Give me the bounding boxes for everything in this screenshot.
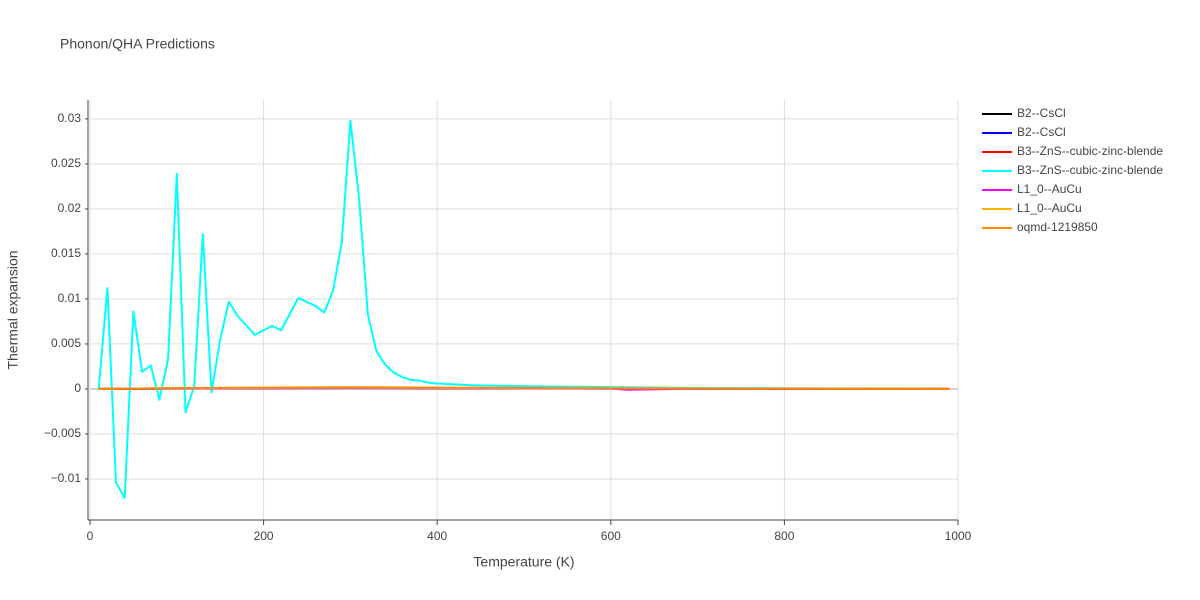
y-tick-label: −0.005	[44, 426, 81, 440]
legend-label: B2--CsCl	[1017, 106, 1066, 120]
y-tick-label: 0.005	[51, 336, 81, 350]
x-tick-label: 800	[774, 529, 794, 543]
y-tick-label: 0.01	[58, 291, 82, 305]
x-tick-label: 0	[87, 529, 94, 543]
x-tick-label: 600	[601, 529, 621, 543]
x-axis-label: Temperature (K)	[473, 554, 574, 570]
chart-title: Phonon/QHA Predictions	[60, 36, 215, 52]
y-tick-label: 0	[74, 381, 81, 395]
legend-label: B3--ZnS--cubic-zinc-blende	[1017, 144, 1163, 158]
legend-label: B3--ZnS--cubic-zinc-blende	[1017, 163, 1163, 177]
y-axis-label: Thermal expansion	[5, 250, 21, 369]
legend-label: oqmd-1219850	[1017, 220, 1098, 234]
legend-label: L1_0--AuCu	[1017, 201, 1082, 215]
legend-label: L1_0--AuCu	[1017, 182, 1082, 196]
y-tick-label: 0.02	[58, 201, 82, 215]
x-tick-label: 400	[427, 529, 447, 543]
legend-label: B2--CsCl	[1017, 125, 1066, 139]
y-tick-label: 0.025	[51, 156, 81, 170]
y-tick-label: 0.015	[51, 246, 81, 260]
y-tick-label: −0.01	[51, 471, 82, 485]
x-tick-label: 200	[254, 529, 274, 543]
y-tick-label: 0.03	[58, 111, 82, 125]
series-line	[97, 119, 950, 499]
x-tick-label: 1000	[945, 529, 972, 543]
series-line	[98, 386, 950, 390]
